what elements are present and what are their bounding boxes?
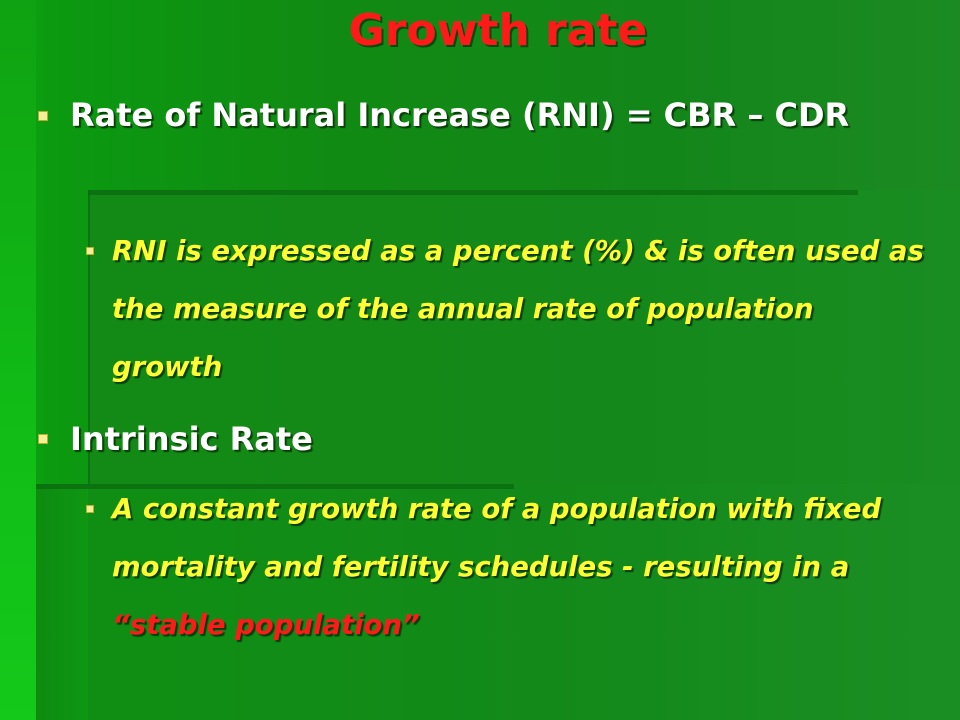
stable-population-highlight: “stable population” (112, 609, 420, 641)
square-bullet-icon (86, 505, 94, 513)
bullet-intrinsic-rate-text: Intrinsic Rate (70, 420, 313, 458)
sub-bullet-rni-definition-text: RNI is expressed as a percent (%) & is o… (112, 235, 924, 383)
bullet-rni-text: Rate of Natural Increase (RNI) = CBR – C… (70, 96, 850, 134)
square-bullet-icon (86, 247, 94, 255)
square-bullet-icon (38, 434, 48, 444)
slide-title: Growth rate (348, 5, 648, 56)
square-bullet-icon (38, 111, 48, 121)
sub-bullet-intrinsic-definition-text: A constant growth rate of a population w… (112, 480, 926, 654)
definition-text: A constant growth rate of a population w… (112, 493, 882, 583)
